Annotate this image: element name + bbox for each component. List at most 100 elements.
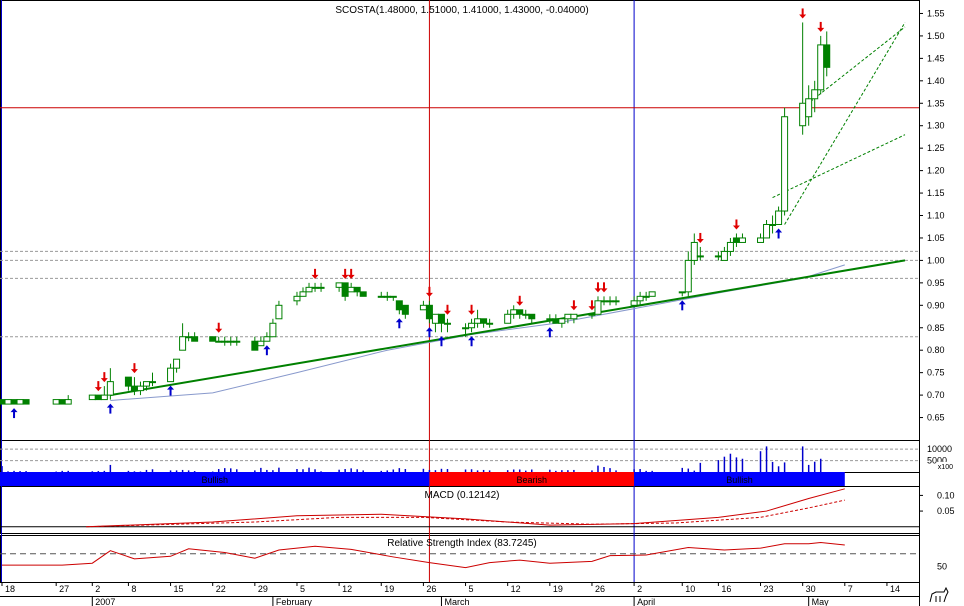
buy-arrow-head [10,408,18,413]
candle-body [714,255,722,258]
candle-body [468,322,476,329]
candle-body [64,399,72,405]
buy-arrow [678,300,686,311]
candle-body [419,304,427,311]
sell-arrow [443,304,451,315]
candle-body [462,327,470,330]
x-tick-label: 7 [848,584,853,594]
candle-body [811,89,819,100]
candle-body [191,336,199,342]
price-grid: 1.55 1.50 1.45 1.40 1.35 1.30 1.25 1.20 1.15 1.10… [0,8,945,423]
candle-body [425,304,433,320]
candle-body [100,394,108,401]
sell-arrow [341,268,349,279]
sell-arrow-head [341,274,349,279]
candle-body [185,336,193,339]
buy-arrow-head [468,336,476,341]
sell-arrow-head [425,292,433,297]
price-ytick-label: 0.90 [927,300,945,310]
candle-body [293,295,301,302]
price-ytick-label: 1.25 [927,143,945,153]
buy-arrow [167,385,175,396]
price-ytick-label: 1.55 [927,8,945,18]
sell-arrow-head [468,310,476,315]
candle-body [588,313,596,316]
sell-arrow [468,304,476,315]
macd-ytick-label: 0.05 [937,506,955,516]
price-ytick-label: 0.85 [927,323,945,333]
x-tick-label: 15 [174,584,184,594]
volume-ytick-label: 5000 [927,456,947,466]
candle-body [678,291,686,294]
sell-arrow-head [817,27,825,32]
x-tick-label: 30 [806,584,816,594]
buy-arrow-head [106,403,114,408]
band-segment [634,472,845,486]
band-label: Bullish [201,475,228,485]
candle-body [648,291,656,297]
candle-body [480,318,488,324]
sell-arrow-head [696,238,704,243]
sell-arrow-head [100,378,108,383]
candle-body [136,385,144,392]
price-ytick-label: 0.65 [927,413,945,423]
sell-arrow [516,295,524,306]
candle-body [359,291,367,297]
x-tick-label: 12 [511,584,521,594]
sell-arrow-head [347,274,355,279]
price-ytick-label: 1.35 [927,98,945,108]
candle-body [612,300,620,303]
candle-body [257,340,265,347]
candle-body [335,282,343,288]
x-tick-label: 5 [300,584,305,594]
candle-body [510,309,518,315]
candle-body [684,259,692,293]
volume-scale-box [936,462,951,471]
candle-body [353,286,361,293]
candle-body [0,399,6,405]
candle-body [630,300,638,306]
x-tick-label: 5 [469,584,474,594]
buy-arrow-head [678,300,686,305]
candle-body [474,318,482,324]
candle-body [149,381,156,384]
candle-body [179,336,187,351]
price-ytick-label: 1.15 [927,188,945,198]
trend-line [772,134,906,199]
sell-arrow-head [443,310,451,315]
macd-panel: 0.10 0.05 [0,488,955,528]
month-tick-label: February [276,597,313,606]
band-segment [0,472,430,486]
x-tick-label: 16 [721,584,731,594]
sell-arrow-head [311,274,319,279]
rsi-ytick-label: 50 [937,561,947,571]
candle-body [600,300,608,303]
price-ytick-label: 1.05 [927,233,945,243]
rsi-line [2,542,845,569]
month-tick-label: March [444,597,469,606]
buy-arrow [10,408,18,419]
candle-body [443,322,451,325]
sell-arrow-head [732,225,740,230]
x-tick-label: 19 [553,584,563,594]
sell-arrow-head [94,387,102,392]
candle-body [570,313,578,320]
buy-arrow-head [437,336,445,341]
candle-body [58,399,66,405]
candle-body [221,340,229,343]
candle-body [88,394,96,401]
trend-line [802,26,906,109]
candle-body [732,237,740,243]
candle-body [94,394,102,401]
sell-arrow-head [594,288,602,293]
x-tick-label: 19 [384,584,394,594]
macd-ytick-label: 0.10 [937,490,955,500]
price-ytick-label: 0.95 [927,278,945,288]
candle-body [763,223,771,239]
candle-body [4,399,12,405]
sell-arrow-head [600,288,608,293]
candle-body [636,295,644,302]
volume-panel: 10000 5000 [0,444,952,472]
sell-arrow [600,282,608,293]
macd-signal-line [86,499,845,528]
